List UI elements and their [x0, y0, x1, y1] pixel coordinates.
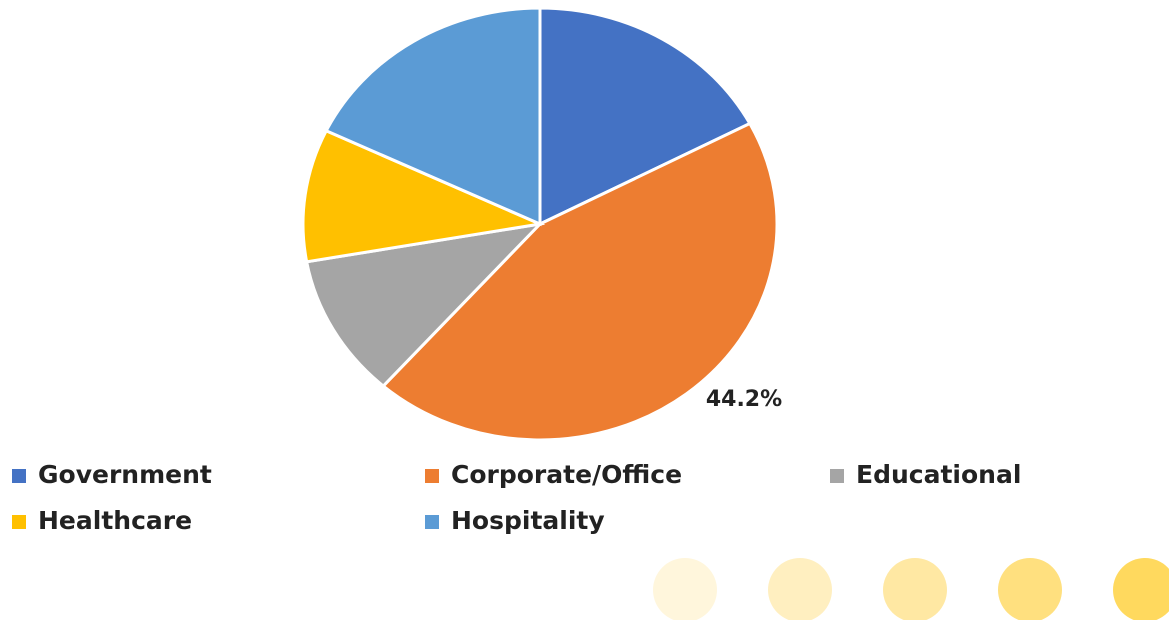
dot — [998, 558, 1062, 620]
legend-label: Educational — [856, 460, 1021, 489]
pie-slice — [381, 121, 779, 442]
legend-swatch — [425, 469, 439, 483]
data-label: 44.2% — [706, 387, 782, 412]
dot — [653, 558, 717, 620]
legend-label: Hospitality — [451, 506, 605, 535]
legend-swatch — [830, 469, 844, 483]
legend-label: Government — [38, 460, 212, 489]
legend-label: Healthcare — [38, 506, 192, 535]
legend-swatch — [425, 515, 439, 529]
legend-label: Corporate/Office — [451, 460, 682, 489]
pie-slice — [324, 6, 542, 227]
legend-swatch — [12, 515, 26, 529]
pie-slice — [301, 128, 546, 264]
pie-slice — [304, 221, 545, 389]
legend-swatch — [12, 469, 26, 483]
decoration — [653, 558, 1169, 620]
dot — [883, 558, 947, 620]
dot — [768, 558, 832, 620]
pie-slice — [538, 6, 752, 227]
dot — [1113, 558, 1169, 620]
